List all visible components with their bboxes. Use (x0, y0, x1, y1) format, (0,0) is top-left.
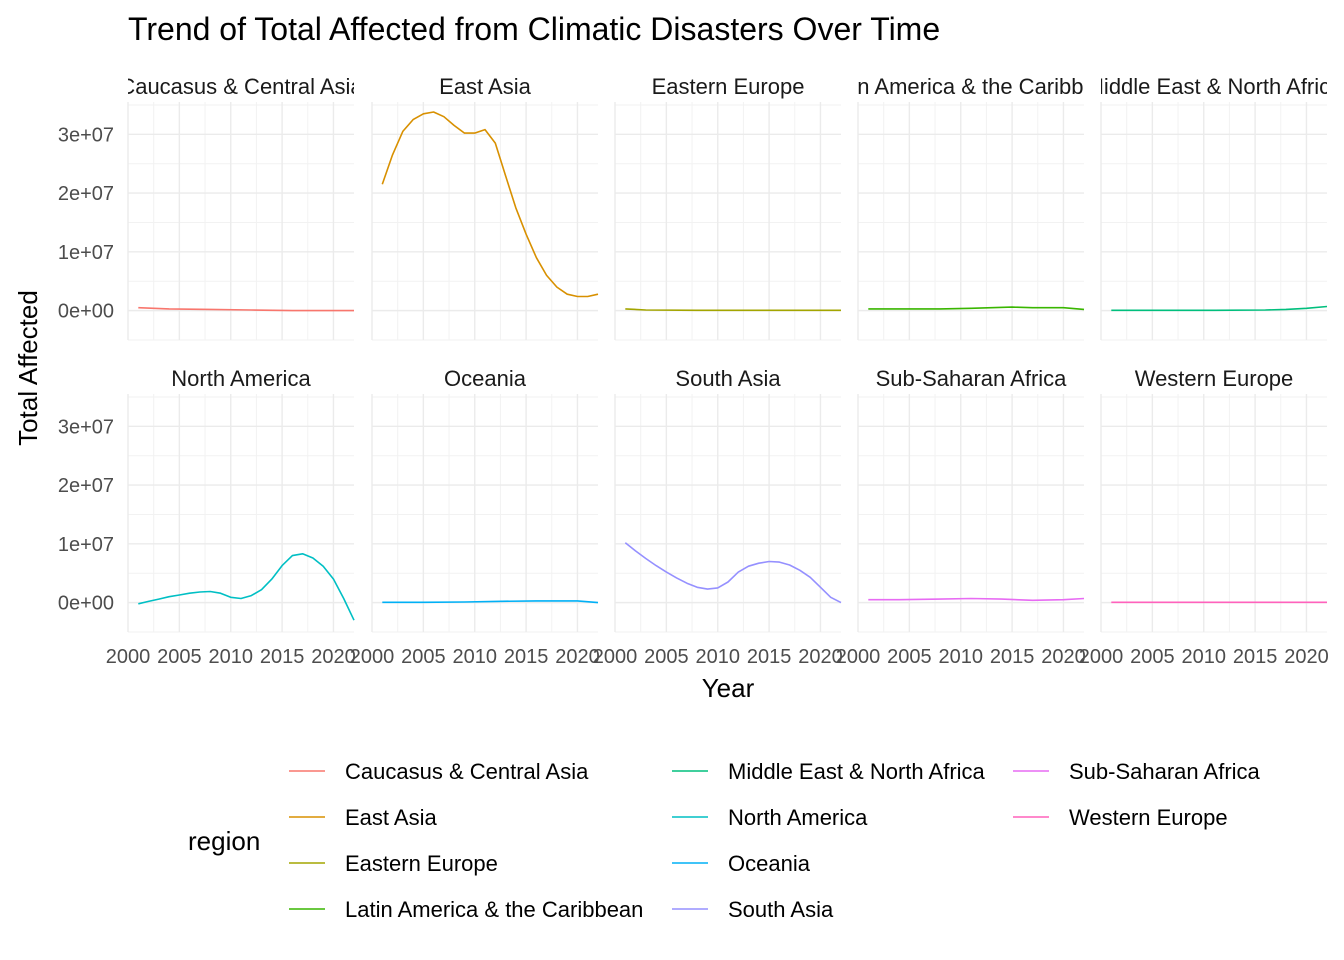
legend-label-latin-america-and-the-caribbean: Latin America & the Caribbean (345, 897, 643, 922)
series-line-middle-east-and-north-africa (1111, 305, 1328, 312)
chart-title: Trend of Total Affected from Climatic Di… (128, 11, 940, 47)
strip-label-north-america: North America (171, 366, 311, 391)
legend-label-western-europe: Western Europe (1069, 805, 1228, 830)
strip-label-oceania: Oceania (444, 366, 527, 391)
legend-label-sub-saharan-africa: Sub-Saharan Africa (1069, 759, 1261, 784)
legend-label-north-america: North America (728, 805, 868, 830)
x-tick-label: 2020 (1041, 646, 1086, 668)
panel-sub-saharan-africa: Sub-Saharan Africa (857, 366, 1085, 633)
panel-south-asia: South Asia (614, 366, 842, 633)
legend-item-eastern-europe: Eastern Europe (289, 851, 498, 876)
panel-eastern-europe: Eastern Europe (614, 74, 841, 341)
x-tick-label: 2010 (452, 646, 497, 668)
legend-item-oceania: Oceania (672, 851, 811, 876)
legend-title: region (188, 826, 260, 856)
x-tick-label: 2020 (311, 646, 356, 668)
x-tick-label: 2015 (260, 646, 305, 668)
series-line-caucasus-and-central-asia (138, 306, 354, 312)
series-line-east-asia (381, 111, 599, 298)
facet-panels: Caucasus & Central Asia East Asia Eastern … (119, 74, 1344, 633)
legend-item-east-asia: East Asia (289, 805, 437, 830)
x-tick-label: 2010 (208, 646, 253, 668)
panel-western-europe: Western Europe (1100, 366, 1327, 633)
x-tick-label: 2005 (1130, 646, 1175, 668)
strip-label-eastern-europe: Eastern Europe (652, 74, 805, 99)
series-line-south-asia (624, 542, 842, 604)
x-tick-label: 2000 (593, 646, 638, 668)
x-tick-label: 2005 (887, 646, 932, 668)
legend-item-sub-saharan-africa: Sub-Saharan Africa (1013, 759, 1261, 784)
panel-oceania: Oceania (371, 366, 599, 633)
legend-label-caucasus-and-central-asia: Caucasus & Central Asia (345, 759, 589, 784)
legend-item-south-asia: South Asia (672, 897, 834, 922)
series-line-north-america (138, 553, 355, 621)
x-tick-label: 2010 (1181, 646, 1226, 668)
panel-east-asia: East Asia (371, 74, 599, 341)
legend-label-middle-east-and-north-africa: Middle East & North Africa (728, 759, 986, 784)
legend-item-middle-east-and-north-africa: Middle East & North Africa (672, 759, 986, 784)
x-tick-label: 2010 (695, 646, 740, 668)
x-tick-label: 2015 (1233, 646, 1278, 668)
legend-label-oceania: Oceania (728, 851, 811, 876)
panel-latin-america-and-the-caribbean: Latin America & the Caribbean (822, 74, 1120, 341)
legend-item-caucasus-and-central-asia: Caucasus & Central Asia (289, 759, 589, 784)
y-tick-label: 2e+07 (58, 183, 114, 205)
panel-caucasus-and-central-asia: Caucasus & Central Asia (119, 74, 363, 341)
strip-label-caucasus-and-central-asia: Caucasus & Central Asia (119, 74, 363, 99)
legend-label-south-asia: South Asia (728, 897, 834, 922)
x-tick-label: 2000 (836, 646, 881, 668)
legend: region Caucasus & Central Asia East Asia E… (188, 759, 1261, 922)
x-tick-label: 2005 (157, 646, 202, 668)
panel-middle-east-and-north-africa: Middle East & North Africa (1086, 74, 1344, 341)
legend-item-latin-america-and-the-caribbean: Latin America & the Caribbean (289, 897, 643, 922)
x-tick-label: 2015 (747, 646, 792, 668)
series-line-sub-saharan-africa (868, 597, 1085, 602)
series-line-eastern-europe (625, 308, 841, 312)
strip-label-east-asia: East Asia (439, 74, 531, 99)
y-tick-label: 1e+07 (58, 534, 114, 556)
strip-label-latin-america-and-the-caribbean: Latin America & the Caribbean (822, 74, 1120, 99)
legend-label-eastern-europe: Eastern Europe (345, 851, 498, 876)
x-tick-label: 2000 (350, 646, 395, 668)
y-axis-ticks: 0e+00 1e+07 2e+07 3e+07 0e+00 1e+07 2e+07 3e+07 (58, 124, 114, 614)
x-tick-label: 2010 (938, 646, 983, 668)
x-tick-label: 2015 (990, 646, 1035, 668)
panel-north-america: North America (127, 366, 355, 633)
legend-item-western-europe: Western Europe (1013, 805, 1228, 830)
strip-label-middle-east-and-north-africa: Middle East & North Africa (1086, 74, 1344, 99)
y-tick-label: 2e+07 (58, 475, 114, 497)
y-tick-label: 0e+00 (58, 301, 114, 323)
x-tick-label: 2020 (555, 646, 600, 668)
strip-label-south-asia: South Asia (675, 366, 781, 391)
x-axis-title: Year (702, 673, 755, 703)
x-tick-label: 2000 (1079, 646, 1124, 668)
y-tick-label: 3e+07 (58, 416, 114, 438)
y-tick-label: 1e+07 (58, 242, 114, 264)
y-tick-label: 0e+00 (58, 593, 114, 615)
y-axis-title: Total Affected (13, 290, 43, 446)
strip-label-sub-saharan-africa: Sub-Saharan Africa (876, 366, 1068, 391)
series-line-latin-america-and-the-caribbean (868, 306, 1085, 311)
legend-label-east-asia: East Asia (345, 805, 437, 830)
y-tick-label: 3e+07 (58, 124, 114, 146)
x-tick-label: 2020 (798, 646, 843, 668)
strip-label-western-europe: Western Europe (1135, 366, 1294, 391)
x-tick-label: 2020 (1284, 646, 1329, 668)
series-line-oceania (382, 600, 599, 604)
x-tick-label: 2005 (401, 646, 446, 668)
legend-item-north-america: North America (672, 805, 868, 830)
x-tick-label: 2005 (644, 646, 689, 668)
x-tick-label: 2015 (504, 646, 549, 668)
x-tick-label: 2000 (106, 646, 151, 668)
